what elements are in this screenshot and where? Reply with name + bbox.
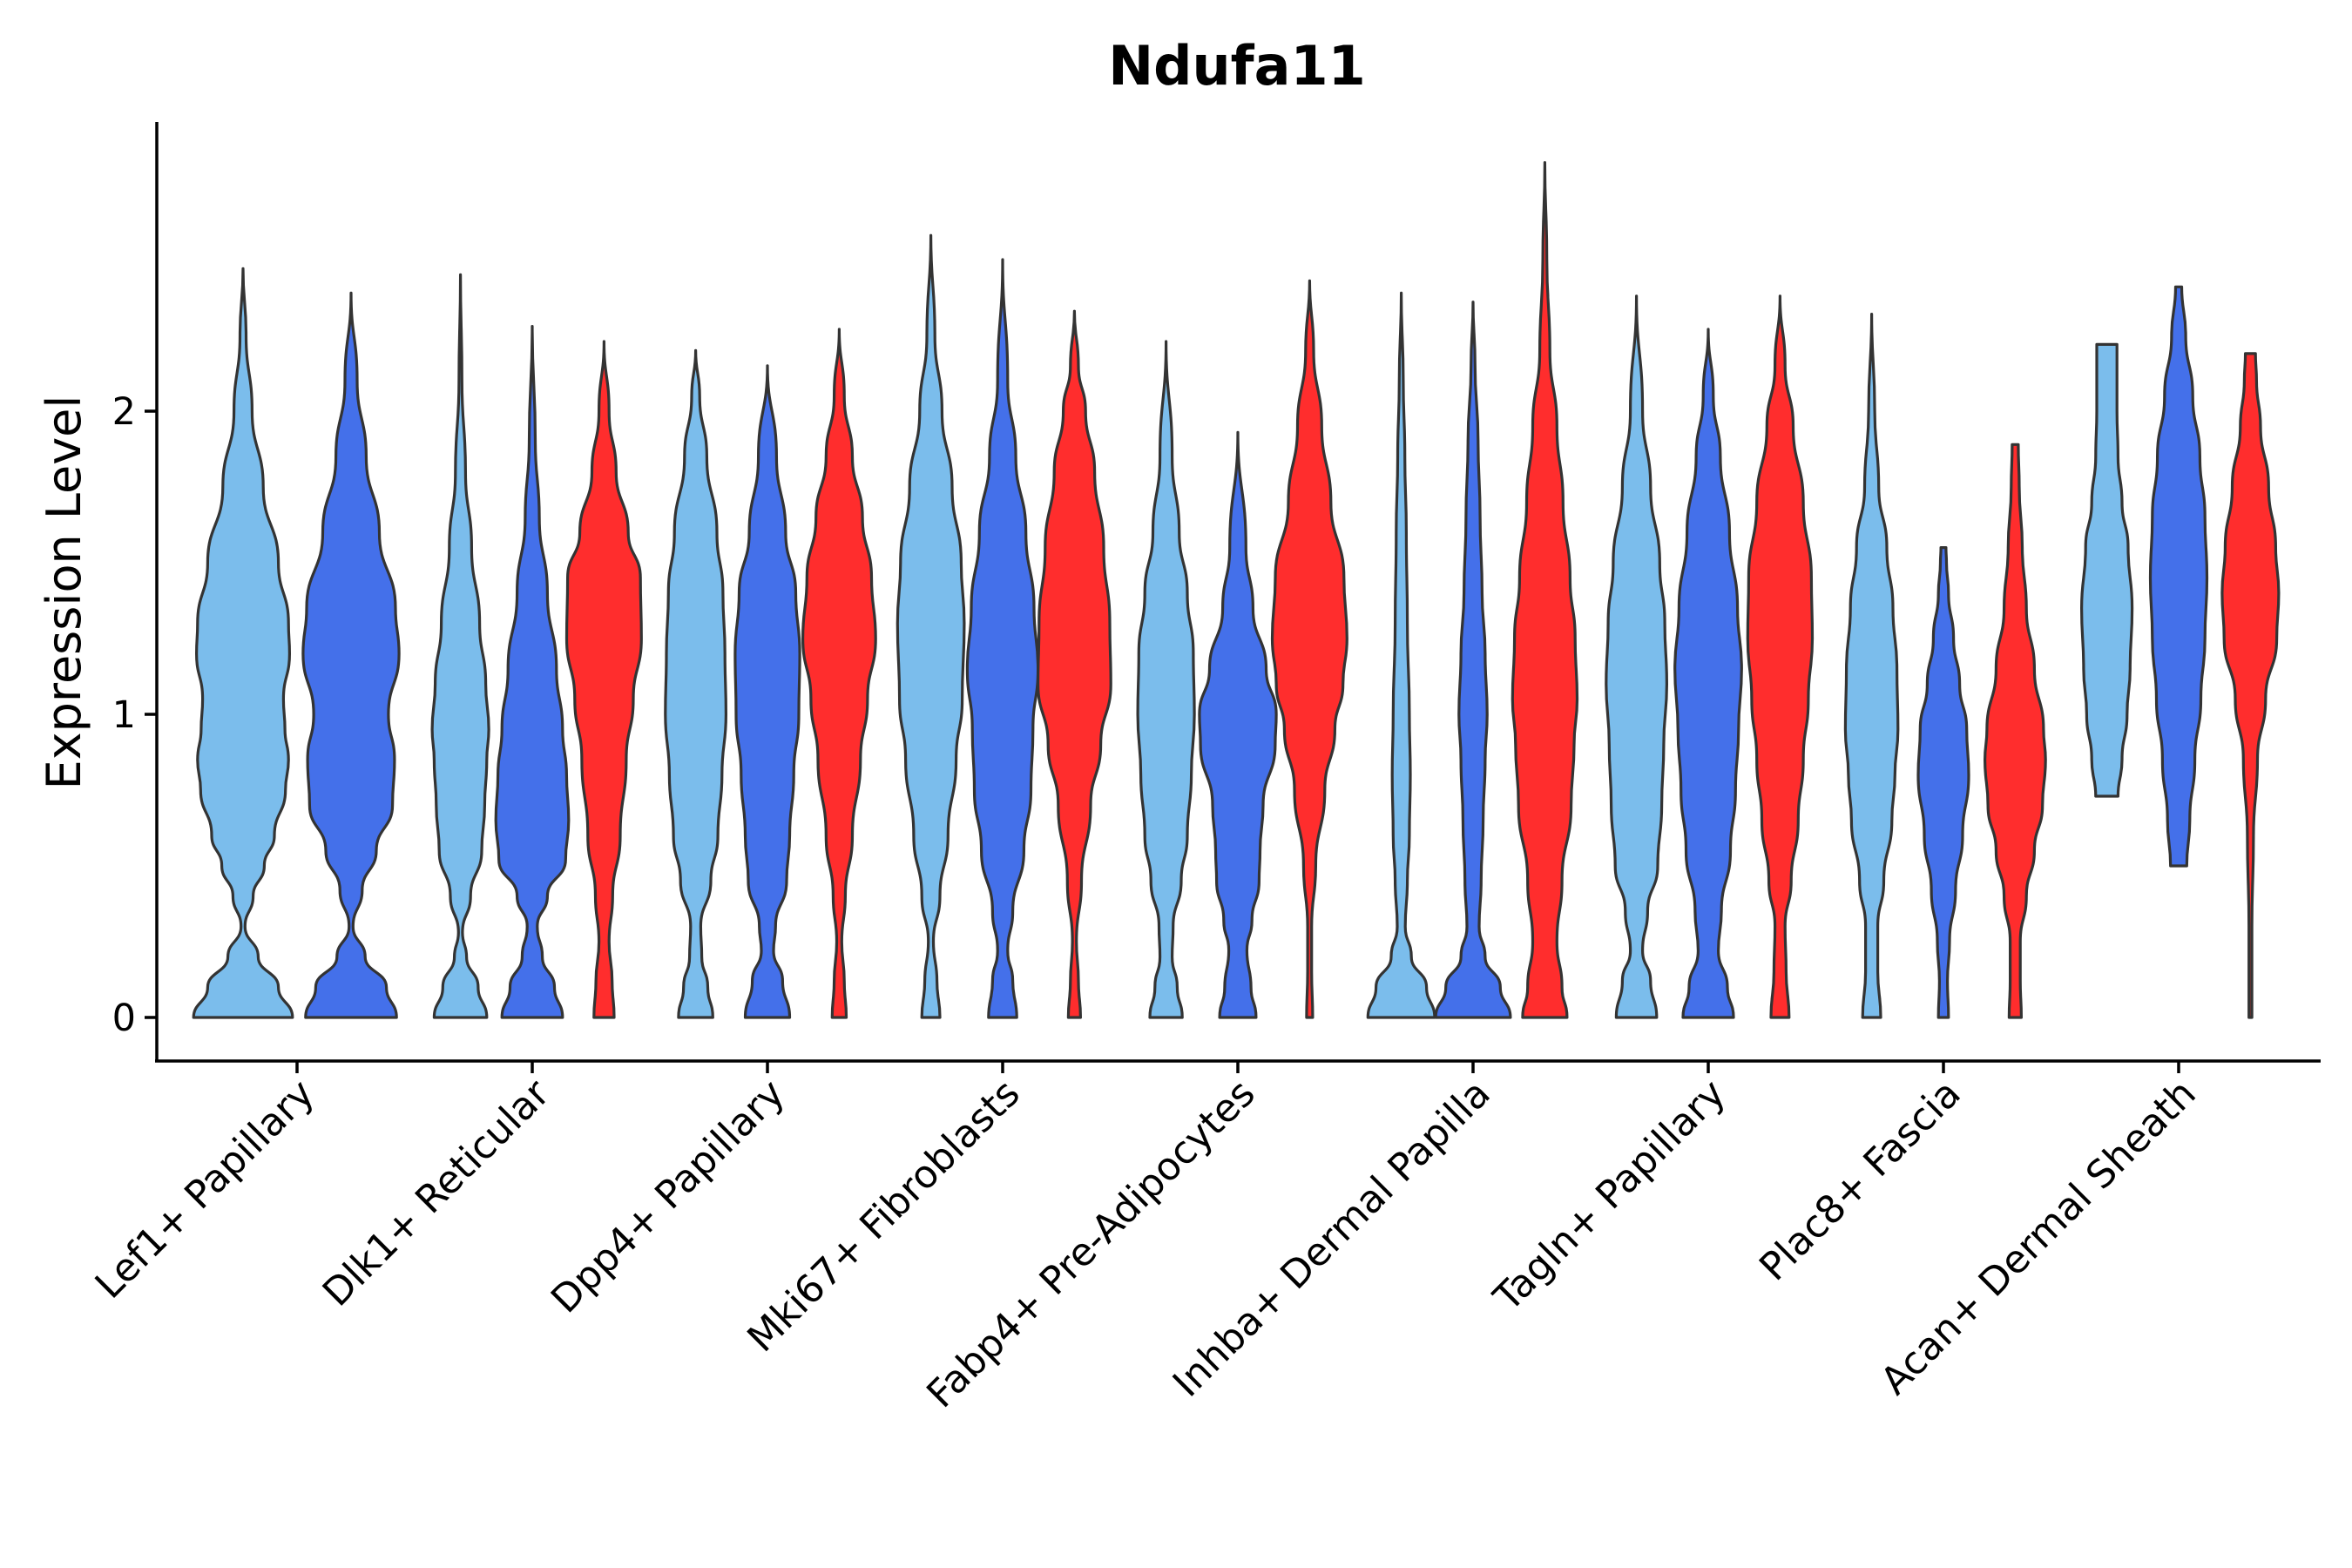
violin-plac8-fascia-light-blue	[1843, 313, 1900, 1019]
chart-title: Ndufa11	[1108, 34, 1366, 98]
x-tick-label-lef1-papillary: Lef1+ Papillary	[87, 1071, 323, 1308]
violin-dpp4-papillary-light-blue	[664, 348, 727, 1019]
y-axis-label: Expression Level	[37, 395, 91, 790]
violin-layer	[192, 161, 2281, 1019]
violin-dlk1-reticular-royal-blue	[494, 325, 571, 1019]
x-tick-label-dlk1-reticular: Dlk1+ Reticular	[314, 1071, 559, 1315]
violin-inhba-dermal-papilla-royal-blue	[1434, 301, 1512, 1019]
violin-tagln-papillary-light-blue	[1605, 294, 1668, 1019]
violin-acan-dermal-sheath-light-blue	[2080, 342, 2134, 798]
violin-plac8-fascia-royal-blue	[1916, 546, 1970, 1019]
y-ticks: 0 1 2	[112, 390, 157, 1040]
y-tick-label: 0	[112, 997, 136, 1040]
y-tick-label: 1	[112, 693, 136, 737]
violin-mki67-fibroblasts-red	[1037, 309, 1112, 1019]
violin-mki67-fibroblasts-light-blue	[896, 233, 966, 1019]
violin-acan-dermal-sheath-red	[2220, 352, 2281, 1019]
x-tick-label-plac8-fascia: Plac8+ Fascia	[1751, 1071, 1970, 1290]
violin-dlk1-reticular-light-blue	[430, 273, 490, 1019]
violin-tagln-papillary-royal-blue	[1673, 328, 1743, 1019]
violin-inhba-dermal-papilla-red	[1511, 161, 1579, 1019]
violin-fabp4-pre-adipocytes-royal-blue	[1198, 430, 1278, 1019]
y-tick-label: 2	[112, 390, 136, 434]
violin-fabp4-pre-adipocytes-red	[1270, 279, 1348, 1019]
violin-lef1-papillary-light-blue	[192, 267, 294, 1019]
violin-tagln-papillary-red	[1746, 294, 1815, 1019]
violin-plac8-fascia-red	[1984, 443, 2047, 1019]
violin-fabp4-pre-adipocytes-light-blue	[1136, 340, 1196, 1019]
violin-dlk1-reticular-red	[564, 340, 643, 1019]
violin-mki67-fibroblasts-royal-blue	[965, 258, 1040, 1019]
violin-acan-dermal-sheath-royal-blue	[2148, 285, 2209, 868]
violin-dpp4-papillary-red	[801, 328, 877, 1019]
violin-lef1-papillary-royal-blue	[301, 291, 401, 1019]
violin-dpp4-papillary-royal-blue	[733, 364, 801, 1019]
x-tick-label-tagln-papillary: Tagln+ Papillary	[1485, 1071, 1734, 1321]
x-tick-label-dpp4-papillary: Dpp4+ Papillary	[543, 1071, 794, 1322]
violin-inhba-dermal-papilla-light-blue	[1366, 291, 1436, 1019]
